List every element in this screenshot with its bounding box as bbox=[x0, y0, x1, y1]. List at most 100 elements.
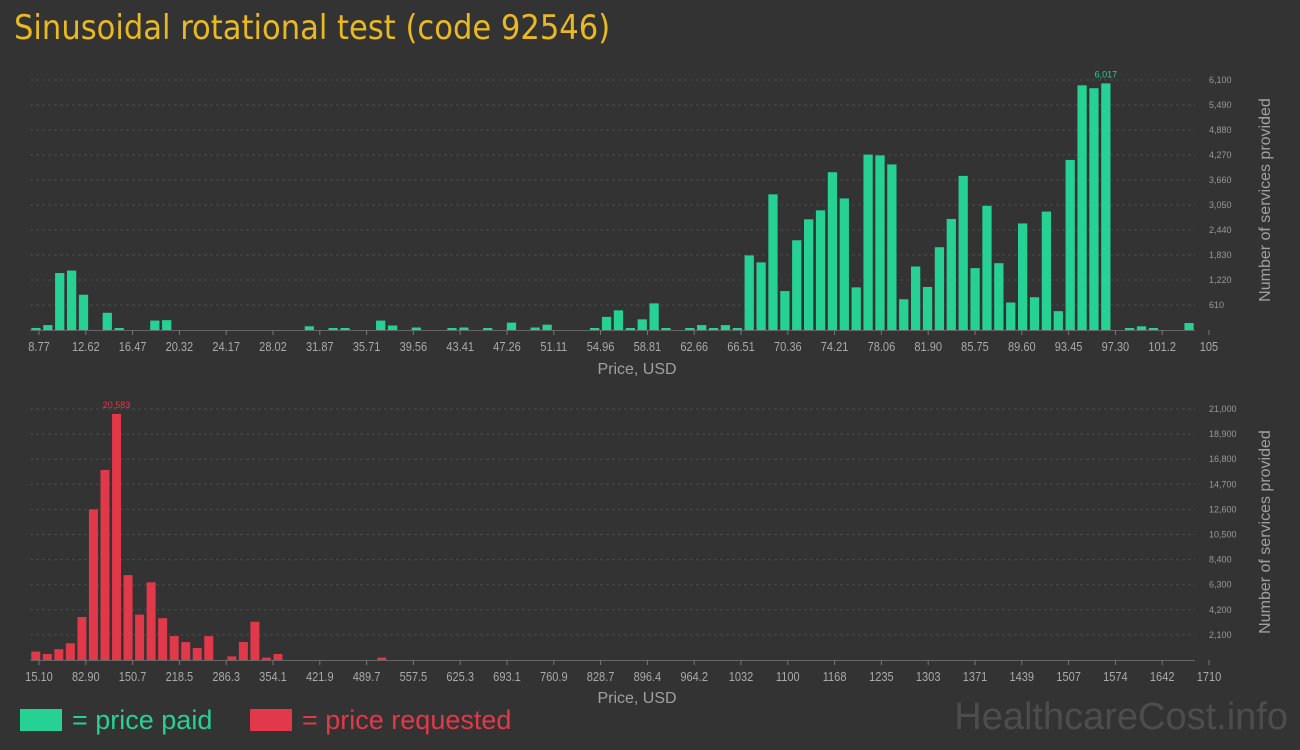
chart-bar bbox=[911, 266, 921, 330]
x-tick-label: 828.7 bbox=[587, 669, 615, 684]
x-tick-label: 354.1 bbox=[259, 669, 287, 684]
chart-bar bbox=[77, 616, 87, 660]
chart-bar bbox=[65, 643, 75, 660]
chart-bar bbox=[146, 582, 156, 660]
chart-bar bbox=[815, 210, 826, 330]
x-tick-label: 105 bbox=[1200, 339, 1219, 354]
chart-bar bbox=[169, 636, 179, 660]
chart-bar bbox=[1136, 326, 1147, 330]
chart-bar bbox=[839, 198, 849, 330]
chart-bar bbox=[43, 325, 53, 330]
chart-bar bbox=[934, 247, 945, 330]
chart-bar bbox=[506, 322, 517, 330]
x-tick-label: 1439 bbox=[1010, 669, 1035, 684]
x-tick-label: 81.90 bbox=[914, 339, 942, 354]
peak-value-label: 20,583 bbox=[103, 400, 131, 410]
chart-bar bbox=[1124, 328, 1135, 330]
chart-bar bbox=[958, 175, 968, 330]
legend-paid: = price paid bbox=[20, 703, 212, 737]
chart-bar bbox=[625, 328, 635, 330]
chart-bar bbox=[31, 651, 41, 660]
y-tick-label: 3,660 bbox=[1209, 175, 1232, 185]
chart-bar bbox=[875, 155, 885, 330]
chart-bar bbox=[123, 575, 133, 660]
y-tick-label: 12,600 bbox=[1209, 504, 1237, 514]
y-axis-title: Number of services provided bbox=[1257, 98, 1274, 302]
chart-bar bbox=[827, 172, 838, 330]
chart-bar bbox=[1077, 85, 1087, 330]
x-tick-label: 74.21 bbox=[821, 339, 849, 354]
x-tick-label: 43.41 bbox=[446, 339, 474, 354]
chart-bar bbox=[780, 291, 790, 330]
chart-bar bbox=[922, 286, 933, 330]
chart-bar bbox=[1101, 83, 1111, 330]
x-tick-label: 15.10 bbox=[25, 669, 53, 684]
x-tick-label: 1303 bbox=[916, 669, 941, 684]
x-tick-label: 760.9 bbox=[540, 669, 568, 684]
x-tick-label: 1100 bbox=[776, 669, 800, 684]
x-tick-label: 51.11 bbox=[540, 339, 567, 354]
chart-bar bbox=[697, 325, 707, 330]
chart-bar bbox=[88, 509, 98, 660]
chart-bar bbox=[181, 642, 191, 660]
y-tick-label: 10,500 bbox=[1209, 530, 1237, 540]
chart-bar bbox=[483, 328, 493, 330]
x-tick-label: 101.2 bbox=[1148, 339, 1176, 354]
x-tick-label: 62.66 bbox=[680, 339, 708, 354]
y-tick-label: 21,000 bbox=[1209, 404, 1237, 414]
chart-bar bbox=[377, 657, 387, 660]
chart-bar bbox=[238, 642, 248, 660]
chart-bar bbox=[804, 219, 814, 330]
legend-requested: = price requested bbox=[250, 703, 511, 737]
x-tick-label: 28.02 bbox=[259, 339, 287, 354]
chart-bar bbox=[720, 325, 731, 330]
chart-bar bbox=[994, 263, 1004, 330]
chart-bar bbox=[756, 262, 766, 330]
chart-bar bbox=[708, 328, 719, 330]
y-tick-label: 16,800 bbox=[1209, 454, 1237, 464]
chart-bar bbox=[685, 328, 695, 330]
chart-bar bbox=[273, 654, 283, 660]
x-tick-label: 47.26 bbox=[493, 339, 521, 354]
y-tick-label: 2,440 bbox=[1209, 225, 1232, 235]
x-tick-label: 1642 bbox=[1150, 669, 1175, 684]
y-tick-label: 1,830 bbox=[1209, 250, 1232, 260]
y-axis-title: Number of services provided bbox=[1257, 430, 1274, 634]
chart-bar bbox=[54, 649, 64, 660]
chart-bar bbox=[744, 255, 754, 330]
x-tick-label: 54.96 bbox=[587, 339, 615, 354]
x-tick-label: 1574 bbox=[1103, 669, 1128, 684]
y-tick-label: 14,700 bbox=[1209, 479, 1237, 489]
chart-bar bbox=[135, 614, 145, 660]
peak-value-label: 6,017 bbox=[1095, 69, 1118, 79]
chart-bar bbox=[637, 319, 647, 330]
chart-bar bbox=[661, 328, 671, 330]
x-tick-label: 964.2 bbox=[680, 669, 708, 684]
x-tick-label: 78.06 bbox=[868, 339, 896, 354]
watermark: HealthcareCost.info bbox=[954, 696, 1288, 738]
paid-swatch-icon bbox=[20, 709, 62, 731]
x-tick-label: 39.56 bbox=[400, 339, 428, 354]
y-tick-label: 2,100 bbox=[1209, 630, 1232, 640]
chart-bar bbox=[887, 164, 897, 330]
chart-bar bbox=[376, 320, 386, 330]
chart-bar bbox=[1148, 328, 1159, 330]
chart-bar bbox=[792, 240, 802, 330]
x-tick-label: 1371 bbox=[963, 669, 988, 684]
page-title: Sinusoidal rotational test (code 92546) bbox=[14, 8, 611, 48]
chart-bar bbox=[31, 327, 41, 330]
chart-bar bbox=[66, 270, 77, 330]
chart-bar bbox=[250, 621, 260, 660]
x-axis-title: Price, USD bbox=[597, 361, 676, 378]
x-tick-label: 218.5 bbox=[166, 669, 194, 684]
chart-bar bbox=[112, 413, 122, 660]
chart-bar bbox=[601, 316, 612, 330]
chart-bar bbox=[100, 469, 110, 660]
chart-bar bbox=[114, 328, 124, 330]
chart-bar bbox=[340, 328, 350, 330]
chart-bar bbox=[411, 327, 421, 330]
chart-bar bbox=[1053, 311, 1063, 330]
chart-bar bbox=[261, 657, 271, 660]
y-tick-label: 6,100 bbox=[1209, 75, 1232, 85]
y-tick-label: 4,200 bbox=[1209, 605, 1232, 615]
